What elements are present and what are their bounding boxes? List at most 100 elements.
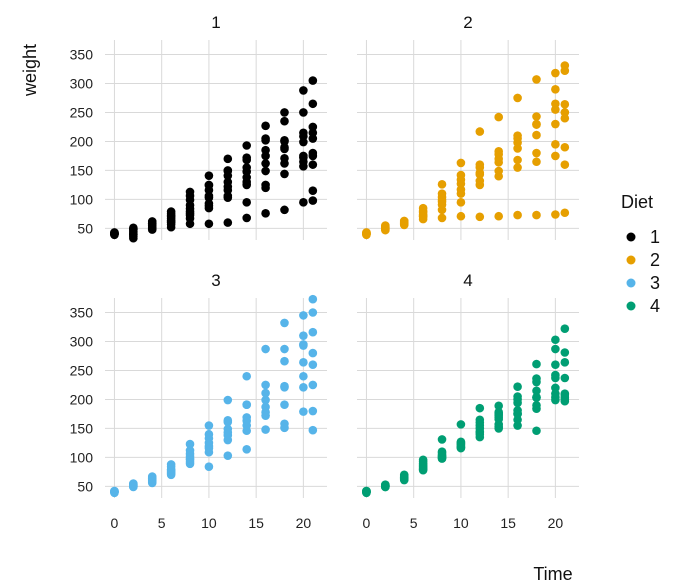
data-point — [280, 400, 289, 409]
y-tick-label: 200 — [70, 133, 94, 149]
data-point — [261, 380, 270, 390]
data-point — [418, 464, 428, 474]
data-point — [242, 445, 252, 454]
data-point — [280, 159, 289, 168]
data-point — [513, 155, 522, 165]
data-point — [280, 169, 289, 179]
data-point — [456, 198, 466, 207]
data-point — [223, 218, 233, 227]
data-point — [204, 429, 214, 439]
data-point — [261, 134, 270, 143]
data-point — [513, 163, 522, 172]
data-point — [204, 180, 214, 190]
data-point — [532, 157, 541, 167]
data-point — [437, 447, 447, 456]
x-axis-title: Time — [533, 564, 572, 584]
data-point — [551, 210, 560, 219]
y-tick-label: 350 — [70, 46, 94, 62]
data-point — [261, 121, 270, 131]
data-point — [223, 395, 233, 405]
data-point — [532, 130, 541, 140]
y-tick-label: 150 — [70, 420, 94, 436]
x-tick-label: 0 — [363, 515, 371, 531]
data-point — [362, 487, 371, 497]
data-point — [494, 401, 504, 411]
data-point — [280, 108, 289, 117]
data-point — [532, 386, 541, 396]
facet-panel-4: 4 0 5 10 15 20 — [357, 271, 579, 531]
data-point — [494, 112, 504, 122]
data-point — [551, 105, 560, 114]
data-point — [475, 403, 485, 413]
data-point — [261, 166, 270, 176]
data-point — [204, 421, 214, 430]
data-point — [560, 160, 570, 169]
data-point — [475, 176, 485, 186]
data-point — [261, 344, 270, 354]
x-tick-label: 0 — [111, 515, 119, 531]
data-point — [494, 166, 504, 176]
legend-entry-1: 1 — [626, 227, 660, 247]
data-point — [185, 219, 195, 229]
legend-key — [626, 255, 636, 265]
data-point — [299, 371, 308, 381]
data-point — [475, 415, 485, 425]
data-point — [456, 211, 466, 221]
data-point — [308, 99, 318, 109]
data-point — [381, 482, 390, 491]
data-point — [418, 203, 428, 213]
data-point — [308, 406, 318, 416]
data-point — [242, 153, 252, 162]
legend-entry-3: 3 — [626, 273, 660, 293]
data-point — [399, 474, 409, 484]
facet-panel-2: 2 — [357, 13, 579, 240]
data-point — [129, 225, 138, 234]
data-point — [223, 154, 233, 164]
data-point — [551, 389, 560, 398]
data-point — [185, 439, 195, 449]
data-point — [299, 151, 308, 161]
y-tick-label: 250 — [70, 362, 94, 378]
data-point — [560, 395, 570, 404]
data-point — [437, 453, 447, 463]
data-point — [280, 356, 289, 366]
legend-label: 4 — [650, 296, 660, 316]
facet-label: 1 — [211, 13, 220, 32]
facet-label: 2 — [463, 13, 472, 32]
data-point — [456, 170, 466, 180]
data-point — [204, 219, 214, 229]
legend-key — [626, 278, 636, 288]
data-point — [166, 220, 176, 229]
y-tick-label: 350 — [70, 304, 94, 320]
data-point — [280, 205, 289, 215]
data-point — [513, 93, 522, 103]
legend-entries: 1 2 3 4 — [626, 227, 660, 316]
legend-label: 3 — [650, 273, 660, 293]
data-point — [513, 131, 522, 140]
data-point — [129, 233, 138, 243]
data-point — [437, 189, 447, 198]
data-point — [399, 220, 409, 229]
data-point — [280, 344, 289, 354]
data-point — [204, 191, 214, 201]
data-point — [299, 86, 308, 95]
data-point — [166, 467, 176, 476]
data-point — [532, 210, 541, 220]
data-point — [280, 381, 289, 391]
data-point — [261, 395, 270, 405]
data-point — [299, 340, 308, 349]
facet-label: 3 — [211, 271, 220, 290]
data-point — [437, 180, 447, 189]
data-point — [551, 335, 560, 345]
data-point — [437, 213, 447, 223]
legend-label: 1 — [650, 227, 660, 247]
data-point — [308, 76, 318, 85]
data-point — [129, 482, 138, 491]
data-point — [280, 137, 289, 146]
data-point — [242, 426, 252, 436]
data-point — [560, 208, 570, 218]
data-point — [242, 400, 252, 409]
data-point — [513, 210, 522, 220]
data-point — [532, 374, 541, 383]
